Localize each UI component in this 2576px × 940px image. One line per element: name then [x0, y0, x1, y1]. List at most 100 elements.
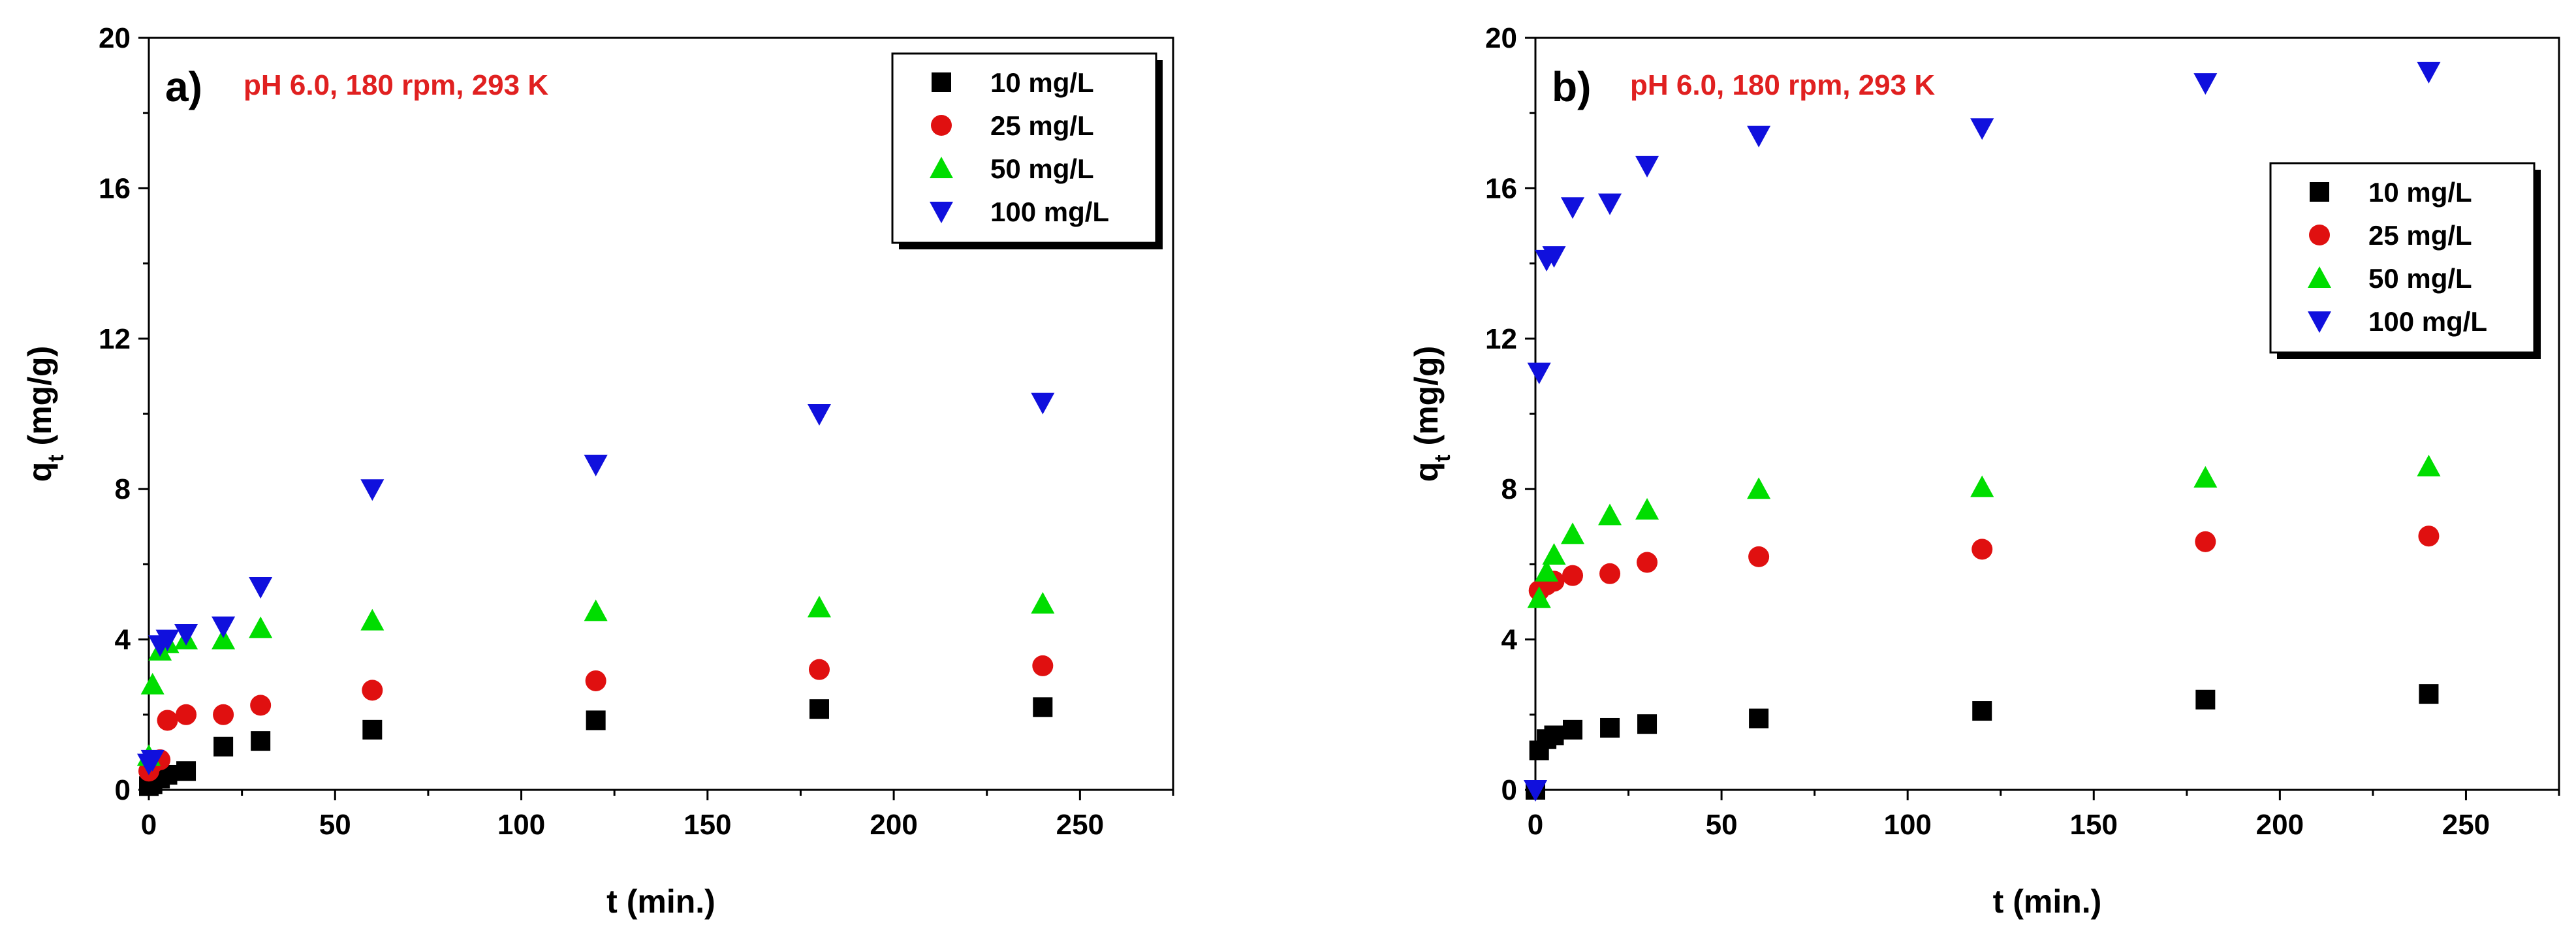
- series-10-mg-l: [1526, 684, 2439, 800]
- data-point: [1600, 717, 1620, 738]
- data-point: [1599, 563, 1621, 584]
- legend-label: 10 mg/L: [2368, 177, 2472, 208]
- panel-b: 0 50 100 150 200 250 0 4 8 12 16 20 t (min.) qt (mg/g…: [1408, 22, 2560, 920]
- data-point: [250, 695, 272, 716]
- x-tick-label: 0: [141, 809, 157, 841]
- data-point: [213, 704, 234, 725]
- data-point: [1971, 539, 1993, 560]
- x-tick-label: 150: [2070, 809, 2118, 841]
- y-tick-label: 20: [1485, 22, 1517, 54]
- data-point: [1598, 193, 1622, 215]
- data-point: [1637, 714, 1657, 734]
- data-point: [213, 736, 234, 757]
- data-point: [362, 719, 383, 740]
- legend-label: 100 mg/L: [2368, 306, 2487, 337]
- data-point: [212, 627, 236, 650]
- panel-label: a): [165, 63, 202, 110]
- condition-annotation: pH 6.0, 180 rpm, 293 K: [1630, 69, 1935, 101]
- data-point: [1031, 591, 1055, 614]
- y-tick-label: 0: [1501, 774, 1517, 806]
- data-point: [584, 599, 608, 621]
- data-point: [1972, 701, 1992, 721]
- legend-label: 25 mg/L: [990, 110, 1094, 141]
- data-point: [1535, 559, 1559, 582]
- data-point: [584, 454, 608, 477]
- data-point: [586, 710, 606, 730]
- data-point: [1562, 565, 1584, 586]
- x-tick-label: 250: [2442, 809, 2490, 841]
- plot-frame: [1534, 37, 2560, 791]
- data-point: [1032, 655, 1054, 676]
- x-tick-label: 100: [1883, 809, 1931, 841]
- y-tick-label: 4: [115, 624, 131, 656]
- x-axis-title: t (min.): [1993, 883, 2102, 920]
- legend-label: 25 mg/L: [2368, 220, 2472, 251]
- data-point: [2419, 684, 2439, 704]
- data-point: [249, 616, 273, 638]
- legend-marker: [930, 202, 953, 223]
- legend-label: 50 mg/L: [2368, 263, 2472, 294]
- data-point: [2193, 465, 2218, 488]
- series-25-mg-l: [1528, 525, 2440, 601]
- data-point: [2195, 531, 2216, 552]
- legend: 10 mg/L 25 mg/L 50 mg/L 100 mg/L: [2269, 162, 2541, 359]
- data-point: [1542, 543, 1566, 565]
- data-point: [1747, 477, 1771, 499]
- data-point: [1527, 362, 1551, 384]
- data-point: [157, 710, 178, 731]
- data-point: [585, 670, 606, 691]
- series-100-mg-l: [137, 392, 1055, 776]
- legend-label: 50 mg/L: [990, 153, 1094, 184]
- data-point: [140, 749, 165, 772]
- condition-annotation: pH 6.0, 180 rpm, 293 K: [243, 69, 548, 101]
- data-point: [2418, 525, 2440, 547]
- y-tick-label: 12: [1485, 323, 1517, 355]
- data-point: [1561, 197, 1585, 219]
- data-point: [807, 595, 831, 618]
- data-point: [1598, 503, 1622, 525]
- y-tick-label: 8: [1501, 473, 1517, 505]
- data-point: [1561, 522, 1585, 544]
- data-point: [176, 704, 197, 725]
- data-point: [2417, 454, 2441, 477]
- data-point: [1970, 118, 1994, 140]
- legend-label: 10 mg/L: [990, 67, 1094, 98]
- data-point: [155, 629, 180, 651]
- legend-marker: [2309, 225, 2330, 245]
- data-point: [174, 623, 198, 646]
- x-tick-label: 50: [319, 809, 351, 841]
- data-point: [362, 680, 383, 701]
- data-point: [140, 672, 165, 695]
- x-axis-title: t (min.): [606, 883, 715, 920]
- data-point: [807, 404, 831, 426]
- data-point: [360, 608, 385, 631]
- data-point: [1524, 780, 1547, 802]
- data-point: [1031, 392, 1055, 415]
- x-tick-label: 250: [1056, 809, 1104, 841]
- legend-label: 100 mg/L: [990, 196, 1109, 227]
- legend-marker: [2310, 182, 2329, 202]
- y-tick-label: 20: [99, 22, 131, 54]
- data-point: [1635, 155, 1659, 178]
- y-tick-label: 16: [1485, 172, 1517, 204]
- data-point: [1635, 497, 1659, 520]
- data-point: [1747, 125, 1771, 148]
- x-tick-label: 100: [497, 809, 545, 841]
- data-point: [1970, 475, 1994, 497]
- data-point: [212, 616, 236, 638]
- y-tick-label: 0: [115, 774, 131, 806]
- panel-a: 0 50 100 150 200 250 0 4 8 12 16 20 t (min.) qt (mg/g…: [22, 22, 1174, 920]
- y-tick-label: 4: [1501, 624, 1518, 656]
- legend-marker: [2308, 311, 2331, 333]
- legend-marker: [2308, 266, 2331, 288]
- x-tick-label: 50: [1706, 809, 1738, 841]
- y-tick-label: 12: [99, 323, 131, 355]
- series-100-mg-l: [1524, 61, 2441, 802]
- data-point: [1542, 246, 1566, 268]
- legend: 10 mg/L 25 mg/L 50 mg/L 100 mg/L: [891, 52, 1163, 249]
- legend-marker: [932, 72, 951, 92]
- y-axis-title: qt (mg/g): [1408, 346, 1455, 482]
- data-point: [1527, 586, 1551, 608]
- data-point: [809, 699, 829, 719]
